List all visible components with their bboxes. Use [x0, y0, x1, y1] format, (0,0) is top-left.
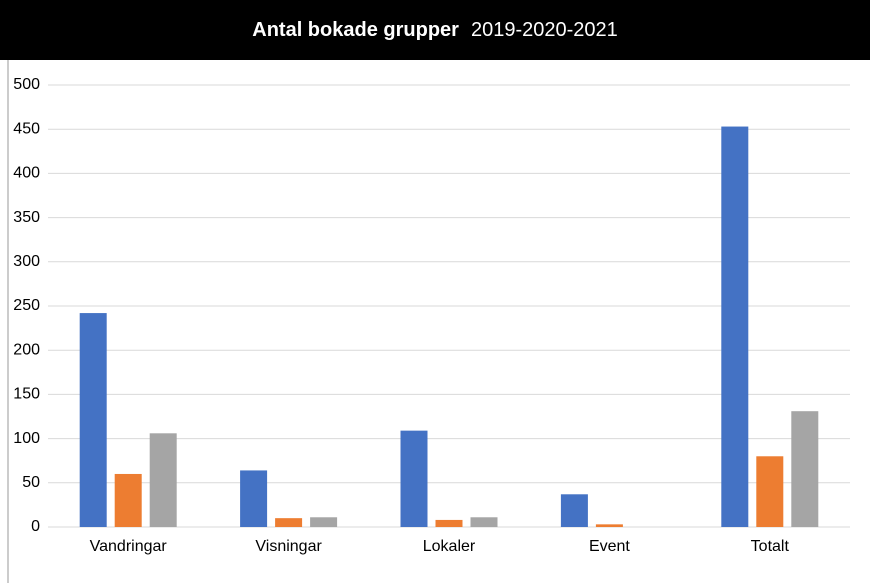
x-tick-label: Totalt: [751, 538, 790, 555]
x-tick-label: Event: [589, 538, 630, 555]
bar: [595, 524, 623, 527]
bar: [721, 126, 749, 527]
y-tick-label: 50: [22, 474, 40, 491]
y-tick-label: 200: [13, 341, 40, 358]
bar: [275, 518, 303, 527]
y-tick-label: 300: [13, 253, 40, 270]
x-tick-label: Vandringar: [90, 538, 168, 555]
y-tick-label: 500: [13, 76, 40, 93]
bar: [149, 433, 177, 527]
y-tick-label: 100: [13, 430, 40, 447]
bar: [240, 470, 268, 527]
bar: [756, 456, 784, 527]
bar: [560, 494, 588, 527]
y-tick-label: 450: [13, 120, 40, 137]
bar: [310, 517, 338, 527]
bar: [791, 411, 819, 527]
x-tick-label: Lokaler: [423, 538, 476, 555]
chart-subtitle: 2019-2020-2021: [471, 19, 618, 41]
x-tick-label: Visningar: [255, 538, 322, 555]
y-tick-label: 400: [13, 165, 40, 182]
y-tick-label: 250: [13, 297, 40, 314]
y-tick-label: 150: [13, 386, 40, 403]
y-tick-label: 350: [13, 209, 40, 226]
bar: [400, 430, 428, 527]
title-bar: [0, 0, 870, 60]
chart-title: Antal bokade grupper: [252, 19, 459, 41]
bar: [79, 313, 107, 527]
bar: [470, 517, 498, 527]
bar: [114, 473, 142, 527]
bar: [435, 519, 463, 527]
chart-heading: Antal bokade grupper 2019-2020-2021: [252, 19, 618, 41]
y-tick-label: 0: [31, 518, 40, 535]
